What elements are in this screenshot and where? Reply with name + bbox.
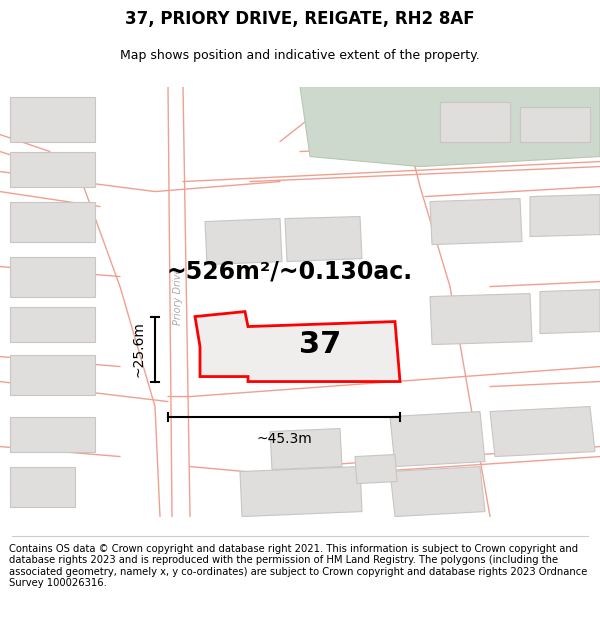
Polygon shape — [490, 406, 595, 456]
Polygon shape — [10, 466, 75, 506]
Polygon shape — [10, 151, 95, 186]
Polygon shape — [240, 466, 362, 516]
Polygon shape — [205, 219, 282, 264]
Polygon shape — [10, 354, 95, 394]
Text: Priory Drive: Priory Drive — [173, 268, 183, 325]
Text: 37: 37 — [299, 330, 341, 359]
Text: 37, PRIORY DRIVE, REIGATE, RH2 8AF: 37, PRIORY DRIVE, REIGATE, RH2 8AF — [125, 10, 475, 28]
Polygon shape — [355, 454, 397, 484]
Polygon shape — [530, 194, 600, 236]
Polygon shape — [390, 411, 485, 466]
Polygon shape — [10, 256, 95, 296]
Polygon shape — [10, 416, 95, 451]
Polygon shape — [440, 101, 510, 141]
Polygon shape — [520, 106, 590, 141]
Polygon shape — [390, 466, 485, 516]
Text: Map shows position and indicative extent of the property.: Map shows position and indicative extent… — [120, 49, 480, 62]
Polygon shape — [10, 96, 95, 141]
Polygon shape — [300, 86, 600, 166]
Text: Contains OS data © Crown copyright and database right 2021. This information is : Contains OS data © Crown copyright and d… — [9, 544, 587, 588]
Polygon shape — [430, 294, 532, 344]
Polygon shape — [195, 311, 400, 381]
Text: ~25.6m: ~25.6m — [132, 321, 146, 377]
Polygon shape — [540, 289, 600, 334]
Polygon shape — [430, 199, 522, 244]
Polygon shape — [285, 216, 362, 261]
Polygon shape — [10, 201, 95, 241]
Text: ~45.3m: ~45.3m — [256, 431, 312, 446]
Polygon shape — [10, 306, 95, 341]
Polygon shape — [270, 429, 342, 469]
Text: ~526m²/~0.130ac.: ~526m²/~0.130ac. — [167, 259, 413, 284]
